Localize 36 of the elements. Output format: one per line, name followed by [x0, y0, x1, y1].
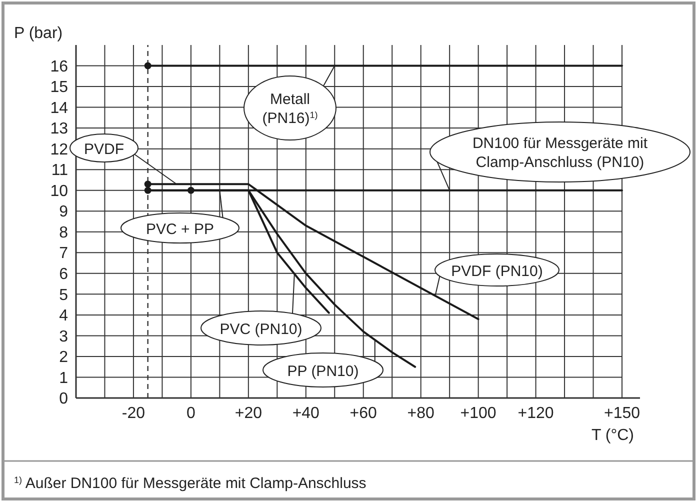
x-tick-label: +120 [518, 405, 554, 422]
annotation: PVDF [84, 141, 124, 158]
x-tick-label: +20 [234, 405, 262, 422]
y-tick-label: 7 [59, 245, 68, 262]
y-tick-label: 8 [59, 224, 68, 242]
x-tick-label: +100 [460, 405, 496, 422]
y-tick-label: 15 [50, 79, 68, 96]
x-tick-label: 0 [186, 405, 196, 422]
y-tick-label: 9 [59, 204, 68, 221]
y-tick-label: 13 [50, 120, 68, 138]
series-label: PVC (PN10) [220, 321, 302, 338]
y-tick-label: 12 [50, 141, 68, 158]
x-tick-label: +150 [604, 405, 640, 422]
series-label: PVDF (PN10) [451, 263, 543, 280]
x-tick-label: +60 [350, 405, 378, 422]
x-tick-label: -20 [122, 405, 146, 422]
y-tick-label: 10 [50, 182, 68, 200]
y-tick-label: 1 [59, 370, 68, 387]
y-tick-label: 0 [59, 390, 68, 408]
x-tick-label: +40 [292, 405, 320, 422]
y-axis-title: P (bar) [14, 25, 63, 42]
y-tick-label: 14 [50, 100, 68, 117]
annotation: PVC + PP [146, 221, 214, 238]
y-tick-label: 3 [59, 328, 68, 346]
series-label: PP (PN10) [287, 363, 359, 380]
y-tick-label: 6 [59, 266, 68, 284]
y-tick-label: 5 [59, 286, 68, 304]
x-tick-label: +80 [407, 405, 435, 422]
y-tick-label: 4 [59, 308, 68, 325]
y-tick-label: 2 [59, 349, 68, 366]
text: $^{1)}$ Außer DN100 für Messgeräte mit Clamp-Anschluss [14, 475, 366, 492]
y-tick-label: 11 [51, 162, 68, 180]
legend-label: Metall (PN16)$^{1)}$ [262, 91, 318, 127]
y-tick-label: 16 [50, 58, 68, 76]
x-axis-title: T (°C) [591, 427, 634, 444]
series-label: DN100 für Messgeräte mit Clamp-Anschluss (PN10) [472, 135, 648, 171]
